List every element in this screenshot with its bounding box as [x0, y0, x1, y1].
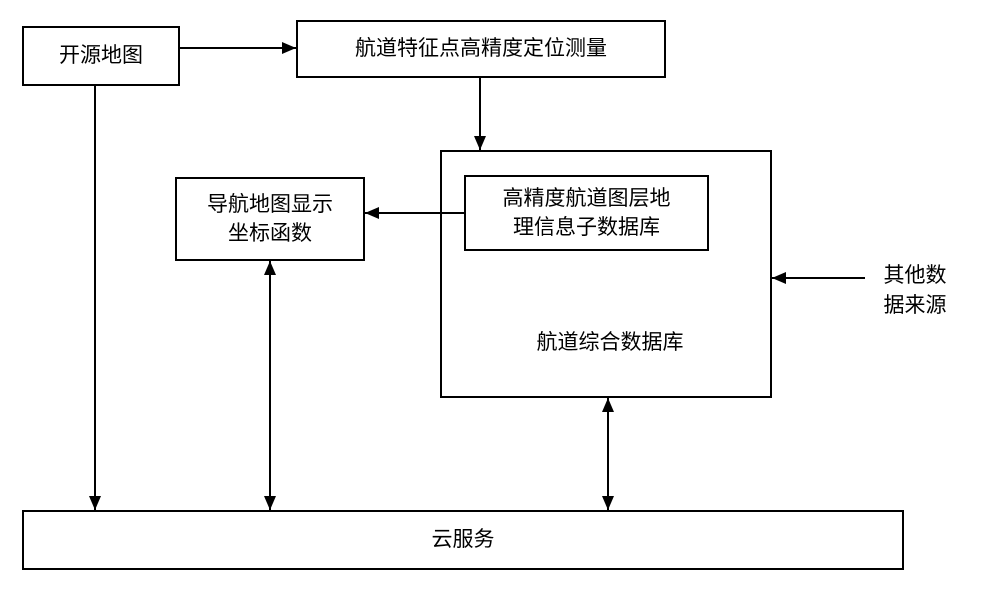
node-label: 航道综合数据库: [537, 330, 684, 354]
node-label: 高精度航道图层地 理信息子数据库: [503, 184, 671, 243]
node-label: 开源地图: [59, 41, 143, 70]
label-channel-database: 航道综合数据库: [490, 328, 730, 357]
node-nav-map-display: 导航地图显示 坐标函数: [175, 177, 365, 261]
node-label: 航道特征点高精度定位测量: [355, 34, 607, 63]
node-open-source-map: 开源地图: [22, 26, 180, 86]
node-label: 导航地图显示 坐标函数: [207, 190, 333, 249]
node-high-precision-sub-db: 高精度航道图层地 理信息子数据库: [464, 175, 709, 251]
node-feature-point-measurement: 航道特征点高精度定位测量: [296, 20, 666, 78]
node-cloud-service: 云服务: [22, 510, 904, 570]
node-label: 云服务: [432, 525, 495, 554]
label-other-data-sources: 其他数 据来源: [870, 232, 960, 320]
node-label: 其他数 据来源: [884, 263, 947, 316]
